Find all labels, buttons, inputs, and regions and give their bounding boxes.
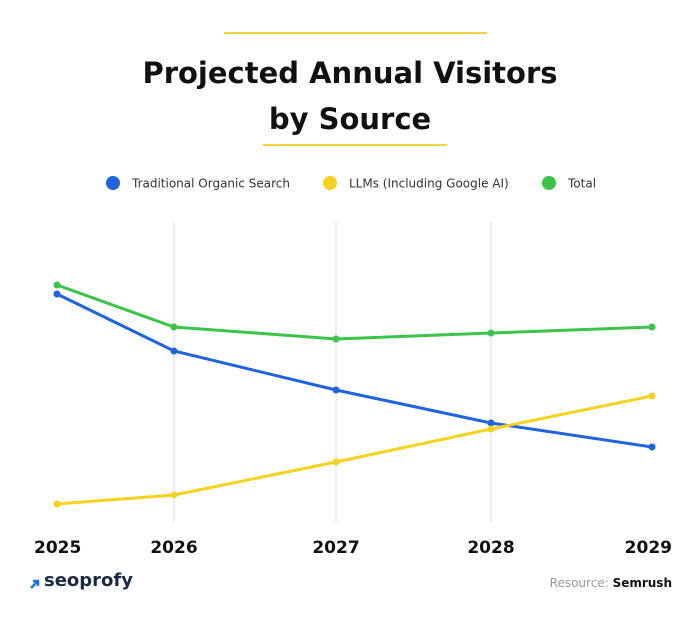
brand-icon (30, 579, 40, 589)
source-name: Semrush (612, 576, 672, 590)
source-label: Resource: (549, 576, 609, 590)
x-tick-label: 2029 (625, 538, 672, 558)
data-point (487, 329, 495, 337)
series-line (56, 283, 653, 341)
data-point (170, 323, 178, 331)
legend-marker (106, 176, 120, 190)
data-point (170, 491, 178, 499)
data-point (648, 443, 656, 451)
data-point (332, 386, 340, 394)
source-note: Resource: Semrush (550, 576, 672, 590)
brand: seoprofy (30, 570, 133, 591)
legend-marker (542, 176, 556, 190)
data-point (648, 392, 656, 400)
data-point (332, 335, 340, 343)
x-tick-label: 2028 (467, 538, 514, 558)
series-line (56, 394, 653, 506)
legend-label: LLMs (Including Google AI) (349, 177, 509, 191)
data-point (53, 281, 61, 289)
legend-label: Traditional Organic Search (131, 177, 290, 191)
data-point (53, 290, 61, 298)
chart-title: Projected Annual Visitors by Source (142, 56, 558, 136)
data-point (332, 458, 340, 466)
x-tick-label: 2027 (312, 538, 359, 558)
data-point (648, 323, 656, 331)
data-point (53, 500, 61, 508)
data-point (487, 419, 495, 427)
legend-label: Total (567, 177, 596, 191)
data-point (170, 347, 178, 355)
x-tick-label: 2025 (34, 538, 81, 558)
brand-name: seoprofy (44, 570, 133, 591)
data-point (487, 425, 495, 433)
legend-marker (323, 176, 337, 190)
x-tick-label: 2026 (150, 538, 197, 558)
